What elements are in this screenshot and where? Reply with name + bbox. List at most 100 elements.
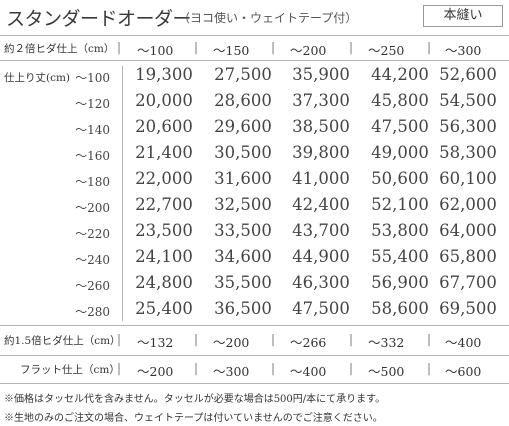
- price-cell: 45,800: [371, 91, 429, 110]
- price-cell: 54,500: [439, 91, 497, 110]
- price-cell: 24,100: [135, 247, 193, 266]
- separator: |: [271, 332, 276, 346]
- price-cell: 35,900: [292, 65, 350, 84]
- separator: |: [194, 361, 199, 375]
- price-cell: 21,400: [135, 143, 193, 162]
- price-cell: 23,500: [135, 221, 193, 240]
- price-cell: 52,100: [371, 195, 429, 214]
- divider: [0, 383, 509, 384]
- price-cell: 58,600: [371, 299, 429, 318]
- pleat-1-5x-label: 約1.5倍ヒダ仕上（cm）: [4, 335, 121, 347]
- price-cell: 24,800: [135, 273, 193, 292]
- separator: |: [194, 332, 199, 346]
- width-column-header: ～100: [137, 43, 174, 58]
- sewing-type-badge: 本縫い: [423, 5, 503, 27]
- price-cell: 56,900: [371, 273, 429, 292]
- price-cell: 43,700: [292, 221, 350, 240]
- price-cell: 32,500: [214, 195, 272, 214]
- price-cell: 47,500: [371, 117, 429, 136]
- separator: |: [427, 332, 432, 346]
- flat-finish-value: ～400: [290, 364, 327, 379]
- width-column-header: ～200: [290, 43, 327, 58]
- price-cell: 56,300: [439, 117, 497, 136]
- price-cell: 64,000: [439, 221, 497, 240]
- price-cell: 46,300: [292, 273, 350, 292]
- pleat-1-5x-value: ～132: [137, 335, 174, 350]
- note-fabric-only: ※生地のみのご注文の場合、ウェイトテープは付いていませんのでご注意ください。: [4, 413, 383, 424]
- price-cell: 41,000: [292, 169, 350, 188]
- pleat-1-5x-value: ～332: [368, 335, 405, 350]
- price-cell: 20,600: [135, 117, 193, 136]
- price-cell: 36,500: [214, 299, 272, 318]
- pleat-1-5x-value: ～200: [213, 335, 250, 350]
- title-row: スタンダードオーダー （ヨコ使い・ウェイトテープ付） 本縫い: [6, 4, 503, 30]
- price-cell: 44,200: [371, 65, 429, 84]
- length-row-label: ～200: [75, 201, 110, 215]
- length-row-label: ～120: [75, 97, 110, 111]
- width-column-header: ～150: [213, 43, 250, 58]
- price-cell: 37,300: [292, 91, 350, 110]
- price-cell: 34,600: [214, 247, 272, 266]
- price-cell: 28,600: [214, 91, 272, 110]
- price-cell: 30,500: [214, 143, 272, 162]
- separator: |: [349, 361, 354, 375]
- price-cell: 53,800: [371, 221, 429, 240]
- column-divider: [122, 66, 123, 321]
- pleat-1-5x-value: ～266: [290, 335, 327, 350]
- flat-finish-value: ～200: [137, 364, 174, 379]
- price-cell: 22,000: [135, 169, 193, 188]
- flat-finish-value: ～500: [368, 364, 405, 379]
- width-header-label: 約２倍ヒダ仕上（cm）: [4, 43, 115, 55]
- price-cell: 52,600: [439, 65, 497, 84]
- page-title: スタンダードオーダー: [6, 8, 192, 30]
- separator: |: [117, 361, 122, 375]
- length-row-label: ～140: [75, 123, 110, 137]
- price-cell: 25,400: [135, 299, 193, 318]
- separator: |: [117, 40, 122, 54]
- length-row-label: ～160: [75, 149, 110, 163]
- price-cell: 29,600: [214, 117, 272, 136]
- length-row-label: ～220: [75, 227, 110, 241]
- price-cell: 35,500: [214, 273, 272, 292]
- price-cell: 33,500: [214, 221, 272, 240]
- separator: |: [194, 40, 199, 54]
- price-cell: 42,400: [292, 195, 350, 214]
- price-cell: 31,600: [214, 169, 272, 188]
- price-cell: 65,800: [439, 247, 497, 266]
- flat-finish-value: ～300: [213, 364, 250, 379]
- length-row-label: ～280: [75, 305, 110, 319]
- price-cell: 69,500: [439, 299, 497, 318]
- separator: |: [427, 361, 432, 375]
- price-cell: 58,300: [439, 143, 497, 162]
- divider: [0, 325, 509, 326]
- separator: |: [427, 40, 432, 54]
- price-cell: 44,900: [292, 247, 350, 266]
- separator: |: [349, 332, 354, 346]
- price-cell: 19,300: [135, 65, 193, 84]
- pleat-1-5x-value: ～400: [445, 335, 482, 350]
- separator: |: [117, 332, 122, 346]
- length-row-label: ～260: [75, 279, 110, 293]
- flat-finish-label: フラット仕上（cm）: [20, 364, 120, 376]
- divider: [0, 355, 509, 356]
- width-column-header: ～300: [445, 43, 482, 58]
- price-cell: 20,000: [135, 91, 193, 110]
- price-cell: 50,600: [371, 169, 429, 188]
- price-cell: 62,000: [439, 195, 497, 214]
- flat-finish-value: ～600: [445, 364, 482, 379]
- price-cell: 49,000: [371, 143, 429, 162]
- price-cell: 67,700: [439, 273, 497, 292]
- separator: |: [349, 40, 354, 54]
- length-row-label: ～100: [75, 71, 110, 85]
- price-cell: 22,700: [135, 195, 193, 214]
- page-subtitle: （ヨコ使い・ウェイトテープ付）: [178, 11, 358, 25]
- note-tassel: ※価格はタッセル代を含みません。タッセルが必要な場合は500円/本にて承ります。: [4, 394, 386, 405]
- length-header-label: 仕上り丈(cm): [4, 72, 71, 84]
- price-cell: 60,100: [439, 169, 497, 188]
- divider: [0, 35, 509, 36]
- width-column-header: ～250: [368, 43, 405, 58]
- separator: |: [271, 40, 276, 54]
- length-row-label: ～180: [75, 175, 110, 189]
- price-cell: 39,800: [292, 143, 350, 162]
- divider: [0, 60, 509, 61]
